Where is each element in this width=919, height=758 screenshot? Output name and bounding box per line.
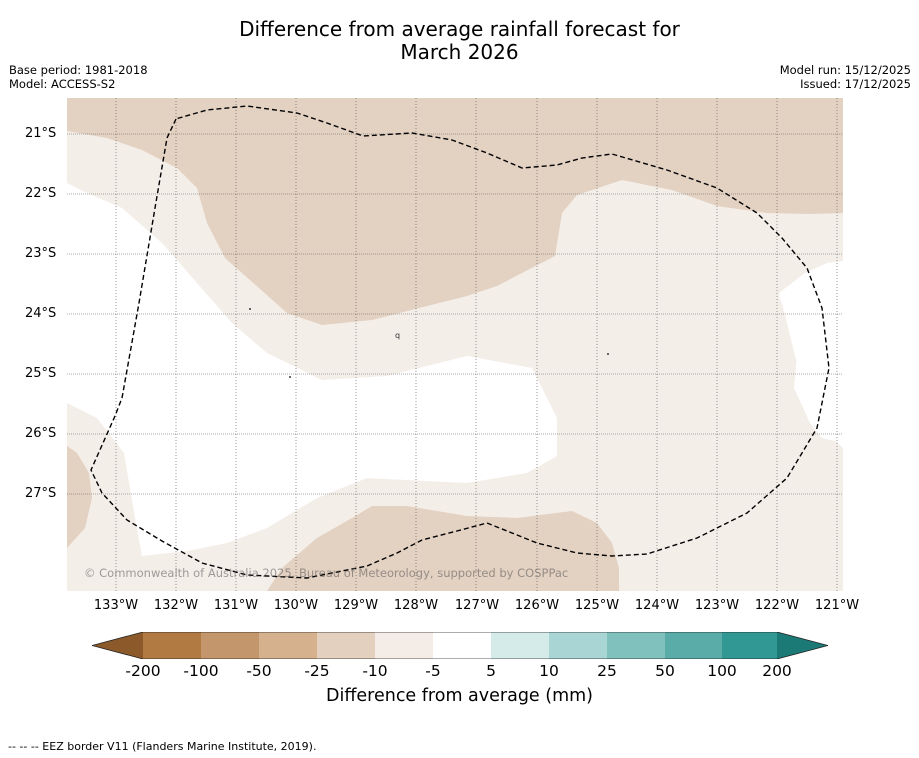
colorbar-cell	[143, 632, 201, 659]
colorbar-cell	[549, 632, 607, 659]
colorbar-cell	[607, 632, 665, 659]
colorbar-title: Difference from average (mm)	[325, 686, 594, 706]
lon-label: 133°W	[93, 598, 139, 613]
meta-left: Base period: 1981-2018 Model: ACCESS-S2	[9, 63, 148, 91]
colorbar-tick: 50	[655, 662, 675, 680]
issued-date: Issued: 17/12/2025	[800, 77, 911, 91]
colorbar-cell	[722, 632, 777, 659]
lon-label: 131°W	[213, 598, 259, 613]
base-period: Base period: 1981-2018	[9, 63, 148, 77]
eez-border	[90, 105, 830, 579]
white-region-east	[779, 266, 843, 443]
lat-label: 26°S	[25, 426, 57, 441]
tan-region-north	[67, 98, 843, 325]
forecast-map: q	[67, 98, 843, 591]
colorbar-tick: -100	[183, 662, 219, 680]
colorbar-tick: 10	[539, 662, 559, 680]
lat-label: 22°S	[25, 186, 57, 201]
colorbar-tick: 200	[762, 662, 792, 680]
colorbar-cell	[259, 632, 317, 659]
small-contour-dot-2	[607, 353, 609, 355]
colorbar-tick: -50	[246, 662, 272, 680]
colorbar-cell	[317, 632, 375, 659]
small-contour-dot-3	[289, 376, 291, 378]
colorbar-cell	[433, 632, 491, 659]
lon-label: 122°W	[754, 598, 800, 613]
lon-label: 126°W	[514, 598, 560, 613]
lon-label: 123°W	[694, 598, 740, 613]
colorbar-cell	[491, 632, 549, 659]
lon-label: 121°W	[814, 598, 860, 613]
small-contour-dot-1	[249, 308, 251, 310]
lat-label: 24°S	[25, 306, 57, 321]
model-run: Model run: 15/12/2025	[779, 63, 911, 77]
lon-label: 125°W	[574, 598, 620, 613]
model-name: Model: ACCESS-S2	[9, 77, 116, 91]
map-title: Difference from average rainfall forecas…	[0, 18, 919, 64]
latitude-grid	[67, 133, 843, 495]
lat-label: 21°S	[25, 126, 57, 141]
meta-right: Model run: 15/12/2025 Issued: 17/12/2025	[780, 63, 911, 91]
colorbar-cell	[777, 632, 828, 659]
lat-label: 27°S	[25, 486, 57, 501]
colorbar-cell	[375, 632, 433, 659]
tan-region-south	[267, 506, 619, 591]
longitude-grid	[115, 98, 838, 591]
lon-label: 124°W	[634, 598, 680, 613]
lon-label: 132°W	[153, 598, 199, 613]
colorbar-tick: -10	[362, 662, 388, 680]
copyright-notice: © Commonwealth of Australia 2025, Bureau…	[84, 566, 569, 580]
colorbar-tick: 100	[707, 662, 737, 680]
tan-region-southwest	[67, 446, 92, 548]
colorbar-tick: -5	[425, 662, 441, 680]
title-line-2: March 2026	[400, 40, 519, 64]
white-region	[67, 183, 557, 556]
lat-label: 23°S	[25, 246, 57, 261]
colorbar-tick: 5	[486, 662, 496, 680]
lon-label: 127°W	[454, 598, 500, 613]
colorbar-tick: -200	[125, 662, 161, 680]
title-line-1: Difference from average rainfall forecas…	[239, 17, 680, 41]
colorbar-cell	[92, 632, 143, 659]
colorbar-tick: -25	[304, 662, 330, 680]
lon-label: 129°W	[333, 598, 379, 613]
colorbar-cell	[201, 632, 259, 659]
colorbar-cell	[665, 632, 722, 659]
colorbar-tick: 25	[597, 662, 617, 680]
map-canvas: q	[67, 98, 843, 591]
small-contour-label: q	[395, 331, 400, 340]
colorbar	[92, 632, 828, 659]
lon-label: 128°W	[393, 598, 439, 613]
eez-footer-note: -- -- -- EEZ border V11 (Flanders Marine…	[8, 740, 317, 753]
lon-label: 130°W	[273, 598, 319, 613]
lat-label: 25°S	[25, 366, 57, 381]
